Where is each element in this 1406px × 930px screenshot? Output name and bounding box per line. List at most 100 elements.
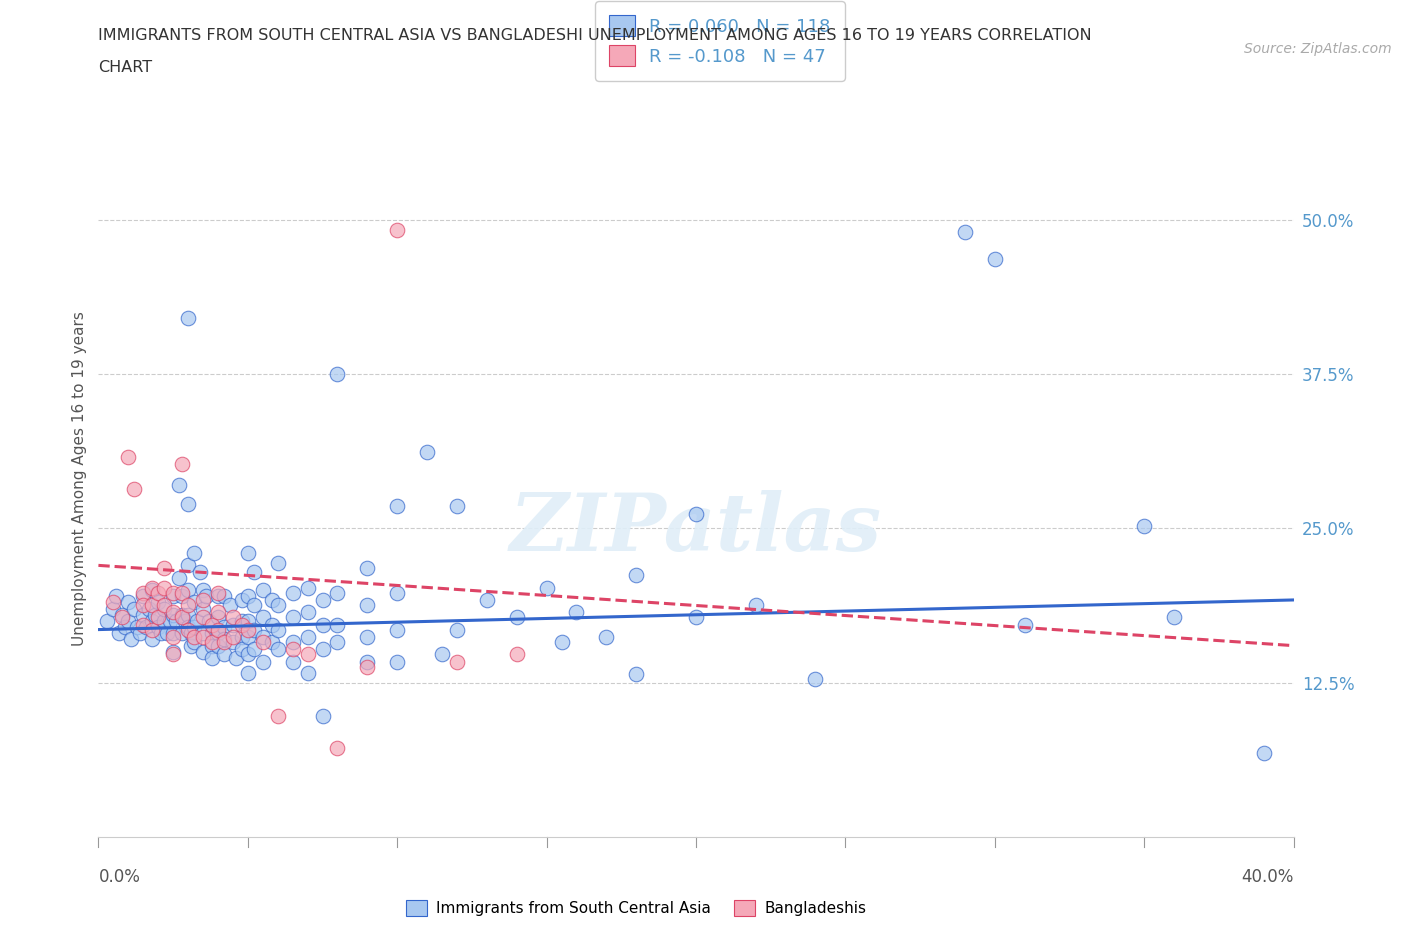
Point [127, 619, 149, 634]
Point [183, 630, 205, 644]
Point [804, 671, 827, 686]
Point [162, 644, 184, 659]
Point [685, 506, 707, 521]
Point [177, 619, 200, 634]
Point [191, 630, 214, 644]
Point [231, 592, 253, 607]
Point [626, 667, 648, 682]
Point [326, 634, 349, 649]
Point [1253, 746, 1275, 761]
Point [446, 654, 468, 669]
Y-axis label: Unemployment Among Ages 16 to 19 years: Unemployment Among Ages 16 to 19 years [72, 312, 87, 646]
Text: Source: ZipAtlas.com: Source: ZipAtlas.com [1244, 42, 1392, 56]
Point [236, 589, 259, 604]
Point [177, 597, 200, 612]
Point [191, 626, 214, 641]
Point [267, 555, 290, 570]
Point [180, 626, 202, 641]
Point [172, 585, 194, 600]
Point [132, 585, 155, 600]
Point [177, 311, 200, 325]
Point [183, 619, 205, 634]
Point [183, 595, 205, 610]
Point [281, 585, 304, 600]
Point [297, 665, 319, 680]
Point [252, 610, 274, 625]
Point [416, 445, 439, 459]
Point [156, 626, 179, 641]
Point [385, 498, 409, 513]
Point [124, 482, 146, 497]
Point [953, 224, 976, 239]
Text: 40.0%: 40.0% [1241, 868, 1294, 886]
Point [236, 630, 259, 644]
Point [446, 622, 468, 637]
Point [267, 642, 290, 657]
Point [105, 589, 128, 604]
Point [1014, 618, 1036, 632]
Point [326, 618, 349, 632]
Point [177, 497, 200, 512]
Point [174, 614, 197, 629]
Point [267, 622, 290, 637]
Point [1133, 518, 1156, 533]
Point [212, 647, 235, 662]
Point [225, 651, 247, 666]
Point [201, 618, 224, 632]
Point [236, 546, 259, 561]
Point [326, 585, 349, 600]
Point [111, 607, 134, 622]
Point [536, 580, 558, 595]
Point [565, 604, 588, 619]
Point [212, 589, 235, 604]
Point [243, 597, 266, 612]
Point [96, 614, 118, 629]
Point [138, 601, 160, 616]
Point [236, 622, 259, 637]
Point [311, 592, 333, 607]
Point [243, 642, 266, 657]
Point [159, 614, 181, 629]
Point [267, 597, 290, 612]
Point [117, 449, 139, 464]
Point [150, 626, 173, 641]
Point [148, 610, 170, 625]
Point [252, 634, 274, 649]
Point [141, 614, 163, 629]
Point [165, 614, 187, 629]
Point [201, 651, 224, 666]
Point [243, 622, 266, 637]
Point [153, 597, 176, 612]
Point [162, 607, 184, 622]
Point [281, 642, 304, 657]
Point [297, 630, 319, 644]
Point [311, 709, 333, 724]
Point [260, 634, 283, 649]
Point [231, 614, 253, 629]
Point [385, 585, 409, 600]
Point [141, 597, 163, 612]
Point [231, 642, 253, 657]
Point [231, 630, 253, 644]
Point [177, 622, 200, 637]
Text: ZIPatlas: ZIPatlas [510, 490, 882, 568]
Point [117, 614, 139, 629]
Point [281, 610, 304, 625]
Point [267, 709, 290, 724]
Point [172, 610, 194, 625]
Point [162, 630, 184, 644]
Point [103, 595, 125, 610]
Point [177, 607, 200, 622]
Point [326, 740, 349, 755]
Point [132, 589, 155, 604]
Point [191, 610, 214, 625]
Point [984, 252, 1007, 267]
Point [626, 568, 648, 583]
Point [430, 647, 453, 662]
Point [385, 622, 409, 637]
Point [143, 607, 166, 622]
Point [311, 642, 333, 657]
Point [191, 601, 214, 616]
Point [172, 457, 194, 472]
Point [162, 626, 184, 641]
